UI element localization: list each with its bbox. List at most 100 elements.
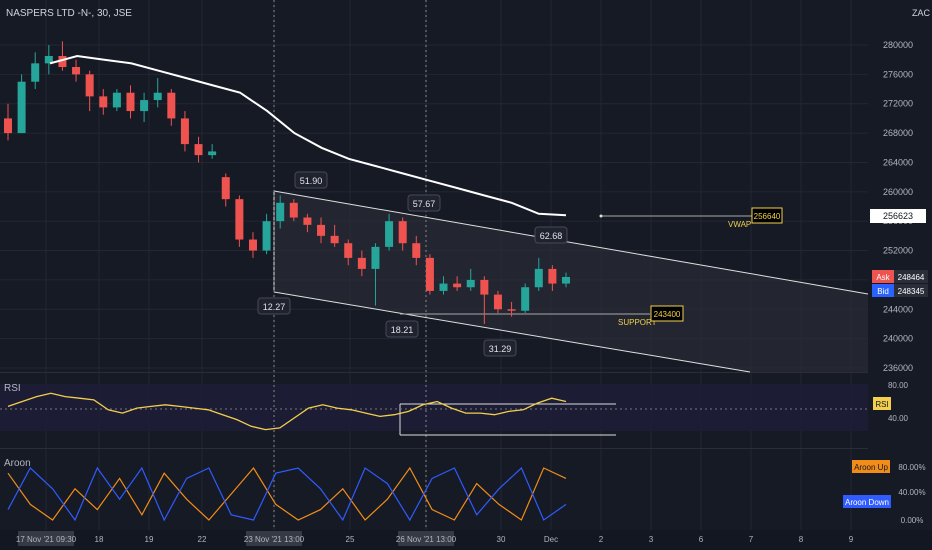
svg-text:8: 8 bbox=[799, 535, 804, 544]
aroon-pane-label[interactable]: Aroon bbox=[4, 458, 31, 469]
pivot-annotation: 57.67 bbox=[407, 194, 441, 212]
svg-text:23 Nov '21 13:00: 23 Nov '21 13:00 bbox=[244, 535, 305, 544]
support-value-box bbox=[650, 305, 684, 322]
time-tick-label: 9 bbox=[849, 535, 854, 544]
aroon-up-line bbox=[7, 466, 567, 521]
time-tick-label: 26 Nov '21 13:00 bbox=[396, 531, 457, 546]
pivot-annotation: 62.68 bbox=[534, 226, 568, 244]
candle bbox=[167, 89, 176, 126]
time-tick-label: 17 Nov '21 09:30 bbox=[16, 531, 77, 546]
candle bbox=[534, 257, 543, 291]
pivot-annotation: 18.21 bbox=[385, 320, 419, 338]
candle bbox=[262, 213, 271, 255]
rsi-tag-box bbox=[873, 397, 891, 410]
pivot-annotation: 12.27 bbox=[257, 297, 291, 315]
channel-upper-line[interactable] bbox=[273, 190, 869, 295]
candle bbox=[72, 59, 81, 82]
price-tick-label: 252000 bbox=[883, 246, 913, 256]
svg-text:22: 22 bbox=[198, 535, 207, 544]
pane-separator-1 bbox=[0, 372, 868, 373]
time-tick-label: 7 bbox=[749, 535, 754, 544]
rsi-band bbox=[0, 384, 868, 431]
svg-text:26 Nov '21 13:00: 26 Nov '21 13:00 bbox=[396, 535, 457, 544]
pane-separator-2 bbox=[0, 448, 868, 449]
rsi-pane-label[interactable]: RSI bbox=[4, 383, 21, 394]
candle bbox=[58, 41, 67, 71]
candle bbox=[99, 89, 108, 115]
time-tick-label: 8 bbox=[799, 535, 804, 544]
rsi-pane[interactable] bbox=[0, 392, 868, 436]
svg-text:12.27: 12.27 bbox=[263, 302, 286, 312]
candle bbox=[453, 276, 462, 291]
candle bbox=[221, 173, 230, 207]
support-value: 243400 bbox=[654, 310, 681, 319]
svg-text:30: 30 bbox=[497, 535, 506, 544]
vwap-extension[interactable] bbox=[599, 214, 753, 218]
vwap-value-box bbox=[751, 207, 783, 224]
ask-value: 248464 bbox=[898, 273, 925, 282]
candle bbox=[44, 45, 53, 75]
aroon-tick-80: 80.00% bbox=[898, 463, 925, 472]
rsi-line bbox=[7, 392, 567, 431]
candle bbox=[208, 144, 217, 159]
price-tick-label: 264000 bbox=[883, 157, 913, 167]
svg-text:57.67: 57.67 bbox=[413, 199, 436, 209]
candle bbox=[303, 213, 312, 233]
vwap-line[interactable] bbox=[49, 54, 567, 217]
candle bbox=[180, 111, 189, 152]
price-tick-label: 280000 bbox=[883, 40, 913, 50]
channel-lower-line[interactable] bbox=[273, 291, 751, 373]
candle bbox=[371, 243, 380, 306]
aroon-up-tag-box bbox=[852, 460, 890, 473]
pivot-annotation: 51.90 bbox=[294, 171, 328, 189]
rsi-tag: RSI bbox=[875, 400, 888, 409]
candles bbox=[4, 41, 570, 324]
candle bbox=[398, 217, 407, 251]
candle bbox=[439, 276, 448, 295]
currency-label[interactable]: ZAC bbox=[912, 8, 930, 18]
candle bbox=[344, 239, 353, 266]
bid-tag bbox=[872, 284, 894, 297]
candle bbox=[153, 78, 162, 108]
svg-text:17 Nov '21 09:30: 17 Nov '21 09:30 bbox=[16, 535, 77, 544]
time-axis: 17 Nov '21 09:30 18 19 22 23 Nov '21 13:00 25… bbox=[0, 530, 932, 550]
aroon-tick-0: 0.00% bbox=[901, 516, 924, 525]
price-tick-label: 276000 bbox=[883, 69, 913, 79]
svg-text:2: 2 bbox=[599, 535, 604, 544]
svg-text:19: 19 bbox=[145, 535, 154, 544]
candle bbox=[140, 92, 149, 123]
price-tick-label: 260000 bbox=[883, 187, 913, 197]
candle bbox=[507, 301, 516, 317]
symbol-title[interactable]: NASPERS LTD -N-, 30, JSE bbox=[6, 8, 132, 19]
svg-text:18.21: 18.21 bbox=[391, 325, 414, 335]
candle bbox=[493, 290, 502, 313]
candle bbox=[17, 74, 26, 134]
candle bbox=[330, 224, 339, 247]
time-tick-label: Dec bbox=[544, 535, 558, 544]
aroon-pane[interactable] bbox=[7, 466, 567, 522]
vwap-value: 256640 bbox=[754, 212, 781, 221]
last-price-box bbox=[870, 209, 926, 223]
time-tick-label: 30 bbox=[497, 535, 506, 544]
candle bbox=[480, 276, 489, 324]
bid-value: 248345 bbox=[898, 287, 925, 296]
candle bbox=[425, 254, 434, 295]
price-annotations: 51.90 57.67 62.68 12.27 18.21 31.29 bbox=[257, 171, 568, 357]
bid-label: Bid bbox=[877, 287, 889, 296]
pivot-annotation: 31.29 bbox=[483, 339, 517, 357]
svg-text:9: 9 bbox=[849, 535, 854, 544]
rsi-tick-80: 80.00 bbox=[888, 381, 909, 390]
aroon-tick-40: 40.00% bbox=[898, 488, 925, 497]
aroon-up-tag: Aroon Up bbox=[854, 463, 888, 472]
ask-tag bbox=[872, 270, 894, 283]
price-channel[interactable] bbox=[273, 190, 869, 373]
svg-text:Dec: Dec bbox=[544, 535, 558, 544]
candle bbox=[31, 52, 40, 90]
svg-text:62.68: 62.68 bbox=[540, 231, 563, 241]
ask-label: Ask bbox=[876, 273, 890, 282]
candle bbox=[562, 272, 570, 288]
price-tick-label: 236000 bbox=[883, 363, 913, 373]
svg-text:25: 25 bbox=[346, 535, 355, 544]
price-tick-label: 272000 bbox=[883, 99, 913, 109]
